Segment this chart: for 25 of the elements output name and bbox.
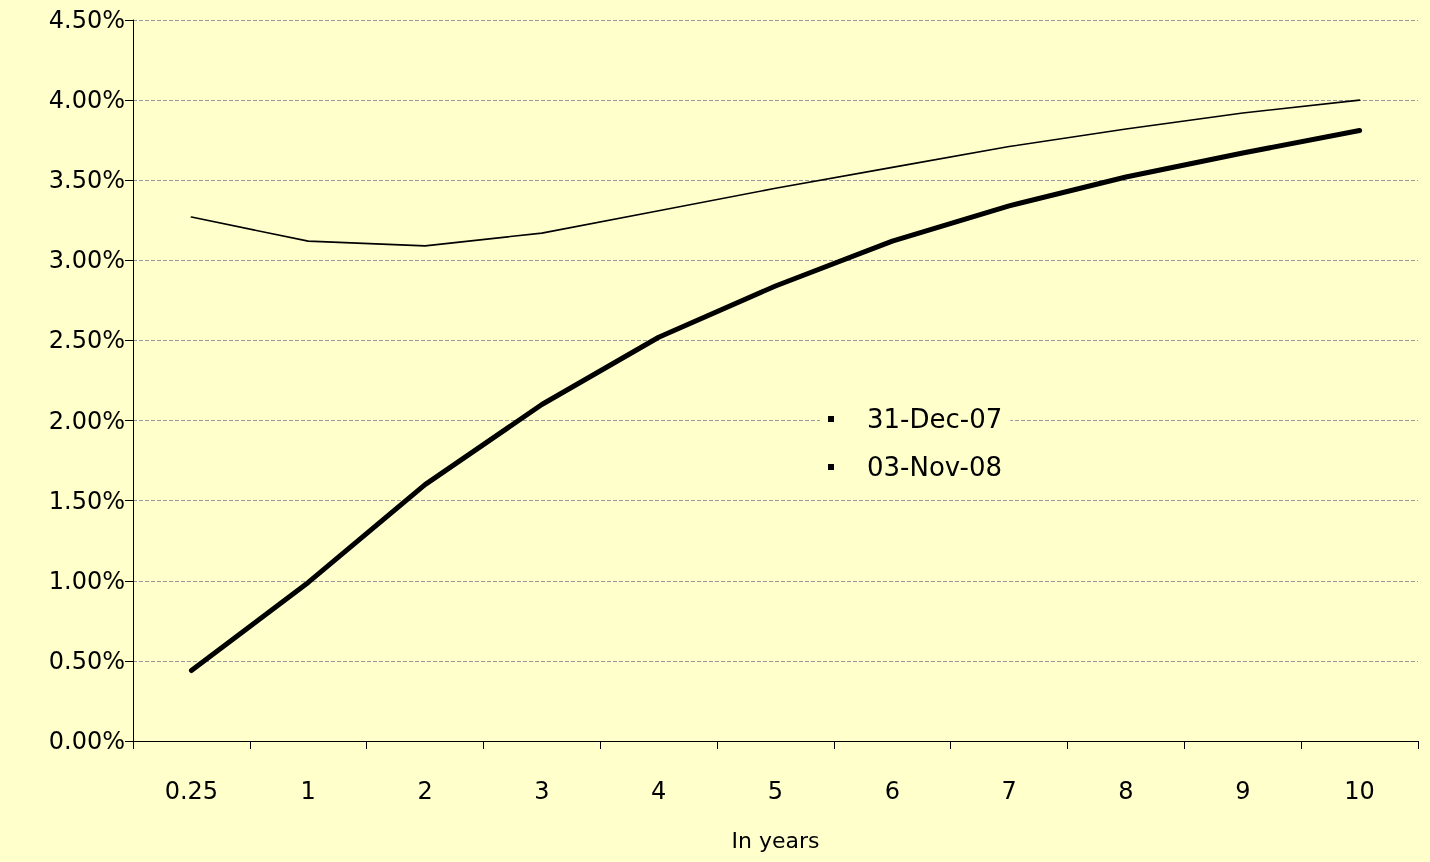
x-tick-label: 10 — [1344, 777, 1375, 805]
x-tick-label: 0.25 — [164, 777, 219, 805]
y-tick-label: 0.50% — [48, 646, 125, 675]
x-tick-label: 1 — [300, 777, 316, 805]
legend-label: 31-Dec-07 — [867, 404, 1003, 434]
y-tick-label: 3.00% — [48, 246, 125, 275]
y-tick-label: 1.50% — [48, 486, 125, 515]
y-tick-label: 0.00% — [48, 727, 125, 755]
x-tick-label: 9 — [1235, 777, 1251, 805]
y-tick-label: 2.00% — [48, 406, 125, 435]
y-tick-label: 3.50% — [48, 166, 125, 195]
x-tick-label: 8 — [1118, 777, 1134, 805]
y-tick-label: 1.00% — [48, 566, 125, 595]
x-tick-label: 7 — [1001, 777, 1017, 805]
y-tick-label: 2.50% — [48, 326, 125, 355]
y-tick-label: 4.50% — [48, 6, 125, 34]
y-tick-label: 4.00% — [48, 86, 125, 115]
x-tick-label: 6 — [884, 777, 900, 805]
x-tick-label: 2 — [417, 777, 433, 805]
legend-label: 03-Nov-08 — [867, 452, 1002, 482]
line-series — [190, 99, 1361, 247]
x-tick-label: 3 — [534, 777, 550, 805]
x-axis-title: In years — [731, 827, 820, 853]
x-tick-label: 4 — [651, 777, 667, 805]
x-tick-label: 5 — [767, 777, 784, 805]
